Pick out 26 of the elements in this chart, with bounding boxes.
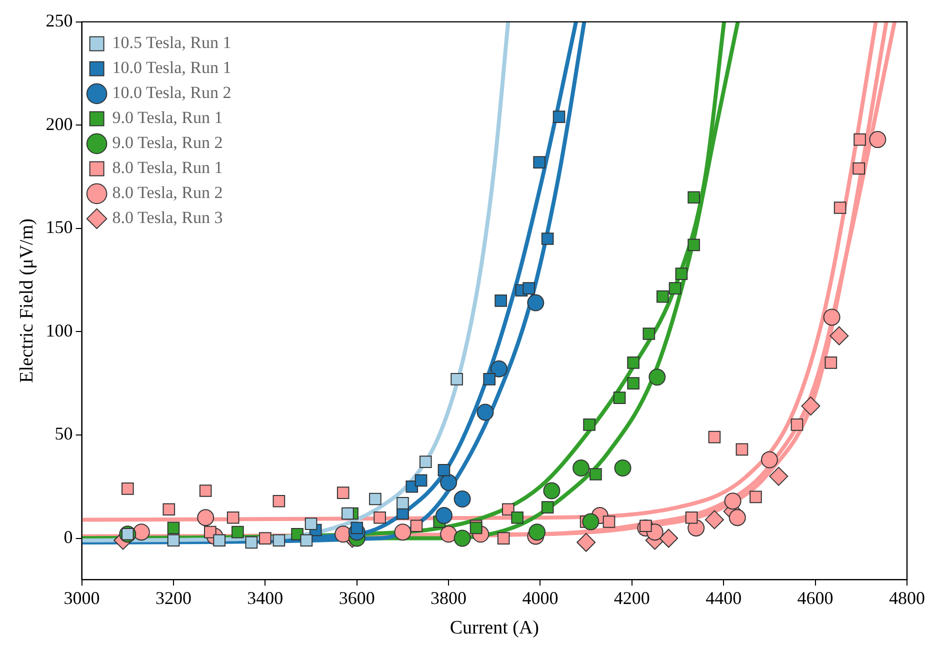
x-axis-title: Current (A)	[450, 618, 539, 639]
y-tick-label: 150	[46, 217, 73, 238]
legend-label: 8.0 Tesla, Run 3	[112, 208, 223, 228]
legend-label: 10.5 Tesla, Run 1	[112, 33, 232, 52]
y-tick-label: 100	[46, 320, 73, 340]
y-tick-label: 50	[54, 424, 73, 444]
x-tick-label: 4600	[797, 588, 834, 608]
legend-label: 10.0 Tesla, Run 1	[112, 58, 232, 78]
legend-label: 10.0 Tesla, Run 2	[112, 83, 232, 102]
y-axis-title: Electric Field (μV/m)	[16, 218, 38, 383]
x-tick-label: 4000	[522, 588, 558, 608]
y-tick-label: 0	[64, 527, 73, 548]
legend-label: 9.0 Tesla, Run 2	[112, 133, 223, 152]
legend-label: 8.0 Tesla, Run 2	[112, 183, 223, 202]
x-tick-label: 4400	[706, 588, 742, 608]
y-tick-label: 250	[46, 10, 73, 31]
y-tick-label: 200	[46, 114, 73, 134]
legend-label: 8.0 Tesla, Run 1	[112, 158, 223, 178]
legend-label: 9.0 Tesla, Run 1	[112, 108, 223, 128]
x-tick-label: 3200	[155, 588, 192, 608]
x-tick-label: 3400	[247, 588, 284, 608]
x-tick-label: 3800	[430, 588, 467, 608]
x-tick-label: 4200	[614, 588, 650, 608]
x-tick-label: 3000	[64, 588, 100, 608]
x-tick-label: 4800	[889, 588, 925, 608]
x-tick-label: 3600	[338, 588, 375, 608]
